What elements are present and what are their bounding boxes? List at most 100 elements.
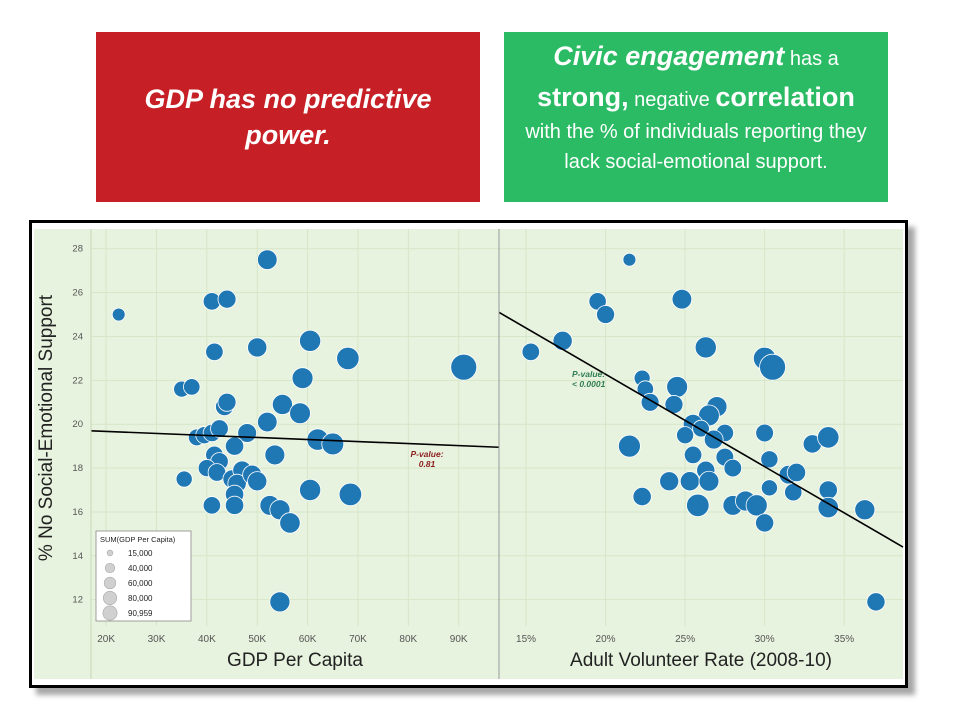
data-point: [271, 393, 293, 415]
size-legend-label: 90,959: [128, 609, 153, 618]
x-tick-label: 50K: [248, 634, 266, 645]
x-tick-label: 80K: [399, 634, 417, 645]
chart-frame: 12 14 16 18 20 22 24 26 28 20K 30K 40K 50K 60K 70K 80K 9…: [29, 220, 908, 688]
data-point: [247, 471, 268, 492]
size-legend-marker: [106, 549, 114, 557]
no-predictive-power-callout: GDP has no predictive power.: [96, 32, 480, 202]
data-point: [321, 432, 345, 456]
x-tick-label: 20%: [596, 634, 616, 645]
data-point: [666, 376, 689, 398]
p-value-label: P-value:: [572, 369, 605, 379]
callout-right-part-4: negative: [628, 88, 716, 111]
size-legend-marker: [102, 590, 118, 606]
data-point: [854, 499, 876, 521]
y-tick-label: 18: [72, 463, 83, 474]
y-tick-label: 22: [72, 375, 83, 386]
data-point: [224, 436, 245, 456]
data-point: [759, 353, 786, 381]
data-point: [269, 591, 291, 613]
x-axis-background: [91, 626, 903, 679]
data-point: [686, 493, 710, 518]
data-point: [676, 426, 695, 445]
data-point: [264, 444, 286, 466]
p-value-label: P-value:: [410, 449, 443, 459]
data-point: [632, 486, 652, 507]
data-point: [596, 305, 616, 324]
y-tick-label: 24: [72, 331, 83, 342]
size-legend-label: 60,000: [128, 579, 153, 588]
callout-right-part-6: with the % of individuals reporting they…: [525, 121, 867, 173]
data-point: [183, 378, 201, 396]
data-point: [723, 458, 743, 478]
data-point: [257, 249, 278, 270]
data-point: [202, 496, 222, 515]
data-point: [299, 329, 322, 352]
y-tick-label: 26: [72, 288, 83, 299]
p-value-value: < 0.0001: [572, 379, 606, 389]
data-point: [257, 411, 278, 433]
data-point: [338, 482, 363, 507]
x-axis-label: GDP Per Capita: [227, 650, 363, 671]
y-tick-label: 14: [72, 551, 83, 562]
data-point: [205, 342, 224, 362]
data-point: [299, 479, 322, 502]
data-point: [521, 342, 540, 362]
callout-right-part-5: correlation: [715, 81, 855, 112]
trend-line: [90, 429, 500, 449]
trend-line: [498, 311, 904, 548]
strong-correlation-callout: Civic engagement has a strong, negative …: [504, 32, 888, 202]
data-point: [279, 512, 301, 534]
y-tick-label: 12: [72, 595, 83, 606]
y-tick-label: 28: [72, 244, 83, 255]
x-axis-label: Adult Volunteer Rate (2008-10): [570, 650, 832, 671]
data-point: [552, 330, 573, 351]
x-tick-label: 30K: [148, 634, 166, 645]
data-point: [745, 494, 768, 517]
data-point: [760, 450, 779, 469]
data-point: [818, 480, 838, 500]
data-point: [659, 471, 680, 492]
data-point: [817, 426, 840, 449]
size-legend-label: 80,000: [128, 594, 153, 603]
x-tick-label: 70K: [349, 634, 367, 645]
x-tick-label: 60K: [299, 634, 317, 645]
data-point: [683, 445, 703, 465]
x-tick-label: 35%: [834, 634, 854, 645]
data-point: [247, 337, 268, 358]
scatter-panel-2: 15% 20% 25% 30% 35%Adult Volunteer Rate (200…: [498, 229, 904, 671]
data-point: [224, 495, 245, 515]
data-point: [866, 592, 886, 612]
callout-left-text: GDP has no predictive power.: [144, 83, 432, 150]
data-point: [755, 423, 774, 443]
size-legend-marker: [102, 605, 118, 621]
size-legend-marker: [104, 562, 116, 574]
scatter-charts: 12 14 16 18 20 22 24 26 28 20K 30K 40K 50K 60K 70K 80K 9…: [34, 229, 904, 679]
data-point: [450, 353, 478, 381]
data-point: [817, 496, 839, 519]
data-point: [755, 513, 775, 533]
x-tick-label: 90K: [450, 634, 468, 645]
size-legend-label: 40,000: [128, 564, 153, 573]
data-point: [679, 471, 700, 492]
data-point: [671, 288, 693, 310]
data-point: [760, 479, 778, 497]
y-axis-label: % No Social-Emotional Support: [36, 294, 57, 561]
size-legend-label: 15,000: [128, 549, 153, 558]
data-point: [698, 470, 720, 492]
x-tick-label: 15%: [516, 634, 536, 645]
data-point: [622, 252, 637, 267]
size-legend: SUM(GDP Per Capita) 15,000 40,000 60,000 80,…: [95, 530, 192, 622]
size-legend-title: SUM(GDP Per Capita): [100, 535, 176, 544]
size-legend-marker: [103, 576, 117, 590]
data-point: [175, 470, 193, 488]
data-point: [694, 336, 717, 359]
data-point: [336, 346, 360, 371]
x-tick-label: 20K: [97, 634, 115, 645]
data-point: [786, 462, 807, 483]
callout-right-part-3: strong,: [537, 81, 629, 112]
y-tick-label: 20: [72, 419, 83, 430]
x-tick-label: 25%: [675, 634, 695, 645]
callout-right-part-2: has a: [784, 48, 839, 70]
y-tick-label: 16: [72, 507, 83, 518]
data-point: [111, 307, 126, 322]
